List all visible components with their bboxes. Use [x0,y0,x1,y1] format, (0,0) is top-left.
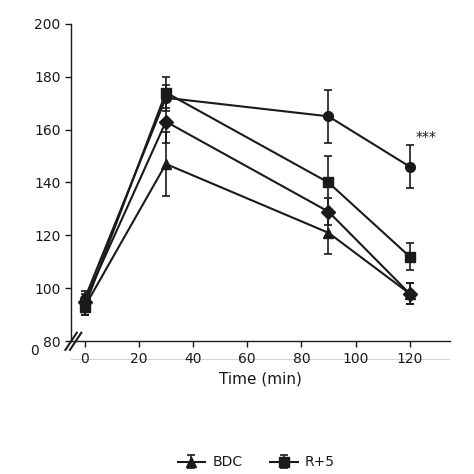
X-axis label: Time (min): Time (min) [219,371,302,386]
Legend: BDC, HDT, R+5, R+14: BDC, HDT, R+5, R+14 [172,450,349,474]
Text: 0: 0 [30,344,39,358]
Text: ***: *** [415,130,436,145]
